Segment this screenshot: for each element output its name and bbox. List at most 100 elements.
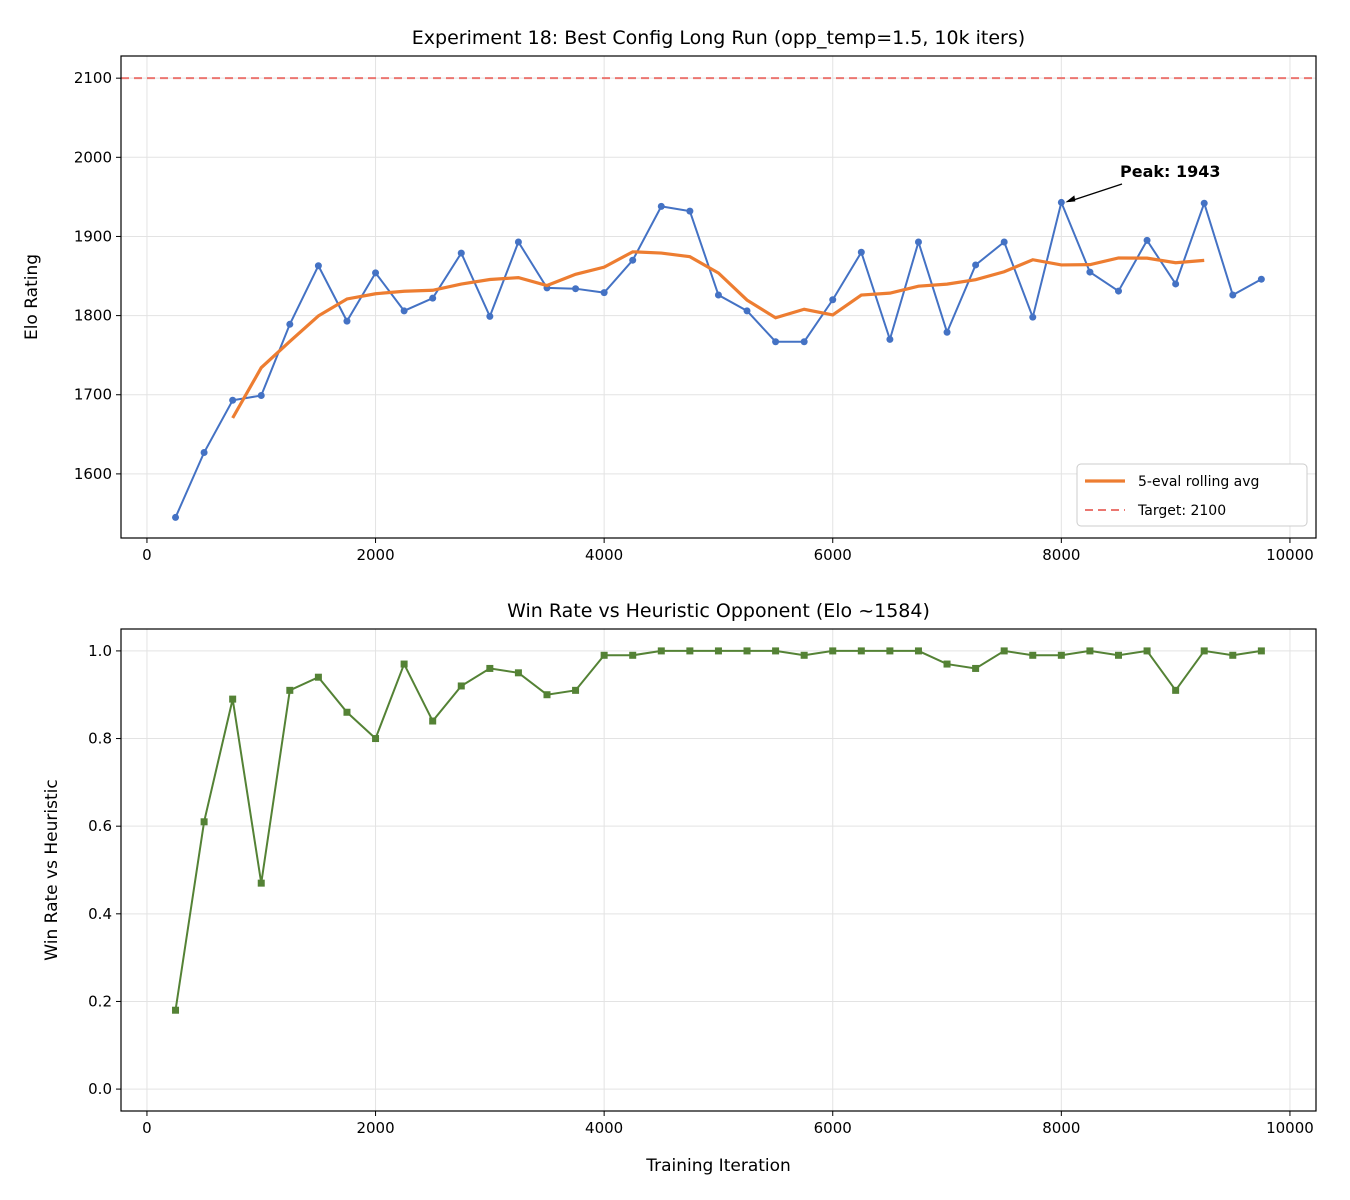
data-point [1229, 291, 1237, 299]
x-tick-label: 4000 [585, 1119, 623, 1137]
data-point [600, 651, 608, 659]
data-point [772, 647, 780, 655]
data-point [1114, 651, 1122, 659]
y-tick-label: 0.8 [88, 730, 112, 748]
x-tick-label: 10000 [1266, 546, 1314, 564]
data-point [1172, 686, 1180, 694]
y-tick-label: 1700 [74, 386, 112, 404]
y-axis-label: Elo Rating [22, 254, 42, 340]
data-point [429, 294, 437, 302]
data-point [1057, 651, 1065, 659]
data-point [572, 285, 580, 293]
data-point [343, 708, 351, 716]
data-point [943, 660, 951, 668]
data-point [972, 261, 980, 269]
data-point [972, 664, 980, 672]
data-point [572, 686, 580, 694]
data-point [943, 328, 951, 336]
data-point [286, 320, 294, 328]
rolling-avg-line [231, 250, 1205, 419]
data-point [1172, 280, 1180, 288]
y-tick-label: 2100 [74, 69, 112, 87]
data-point [1000, 238, 1008, 246]
y-tick-label: 0.6 [88, 817, 112, 835]
data-point [1229, 651, 1237, 659]
chart-title: Win Rate vs Heuristic Opponent (Elo ~158… [507, 600, 930, 622]
data-point [200, 449, 208, 457]
data-point [172, 513, 180, 521]
data-point [1200, 647, 1208, 655]
data-point [800, 338, 808, 346]
data-point [400, 307, 408, 315]
data-point [486, 664, 494, 672]
data-point [600, 289, 608, 297]
data-point [1000, 647, 1008, 655]
data-point [1200, 199, 1208, 207]
data-point [914, 238, 922, 246]
data-point [829, 647, 837, 655]
data-point [400, 660, 408, 668]
legend-label-target: Target: 2100 [1137, 503, 1226, 519]
data-point [257, 392, 265, 400]
data-point [686, 647, 694, 655]
data-point [514, 669, 522, 677]
x-axis-label: Training Iteration [645, 1156, 791, 1176]
data-point [372, 735, 380, 743]
data-point [1029, 313, 1037, 321]
data-point [457, 249, 465, 257]
data-point [1029, 651, 1037, 659]
data-point [857, 647, 865, 655]
y-axis-label: Win Rate vs Heuristic [42, 779, 62, 960]
data-point [486, 312, 494, 320]
data-point [743, 647, 751, 655]
data-point [1057, 198, 1065, 206]
data-point [1257, 275, 1265, 283]
chart-title: Experiment 18: Best Config Long Run (opp… [412, 27, 1025, 49]
x-tick-label: 0 [142, 546, 152, 564]
data-point [629, 256, 637, 264]
data-point [543, 691, 551, 699]
x-tick-label: 4000 [585, 546, 623, 564]
legend-box [1076, 463, 1308, 527]
data-point [229, 396, 237, 404]
x-tick-label: 10000 [1266, 1119, 1314, 1137]
y-tick-label: 2000 [74, 148, 112, 166]
data-point [172, 1006, 180, 1014]
data-point [1086, 268, 1094, 276]
data-point [772, 338, 780, 346]
data-point [286, 686, 294, 694]
y-tick-label: 1800 [74, 307, 112, 325]
annotation-arrowhead [1065, 195, 1076, 203]
x-tick-label: 2000 [356, 1119, 394, 1137]
data-point [886, 647, 894, 655]
data-point [886, 335, 894, 343]
data-point [829, 296, 837, 304]
data-point [429, 717, 437, 725]
data-point [314, 262, 322, 270]
data-point [1143, 236, 1151, 244]
data-point [657, 202, 665, 210]
plot-frame [120, 55, 1317, 539]
y-tick-label: 0.2 [88, 992, 112, 1010]
y-tick-label: 0.4 [88, 905, 112, 923]
data-point [257, 879, 265, 887]
x-tick-label: 6000 [814, 1119, 852, 1137]
annotation-arrow [1069, 183, 1123, 203]
legend-label-rolling: 5-eval rolling avg [1138, 474, 1259, 490]
data-point [629, 651, 637, 659]
data-point [914, 647, 922, 655]
x-tick-label: 0 [142, 1119, 152, 1137]
y-tick-label: 1.0 [88, 642, 112, 660]
data-point [714, 647, 722, 655]
plot-frame [120, 628, 1317, 1112]
y-tick-label: 1900 [74, 227, 112, 245]
y-tick-label: 1600 [74, 465, 112, 483]
data-point [457, 682, 465, 690]
series-line [174, 649, 1262, 1011]
data-point [343, 317, 351, 325]
data-point [714, 291, 722, 299]
data-point [686, 207, 694, 215]
x-tick-label: 6000 [814, 546, 852, 564]
data-point [1143, 647, 1151, 655]
